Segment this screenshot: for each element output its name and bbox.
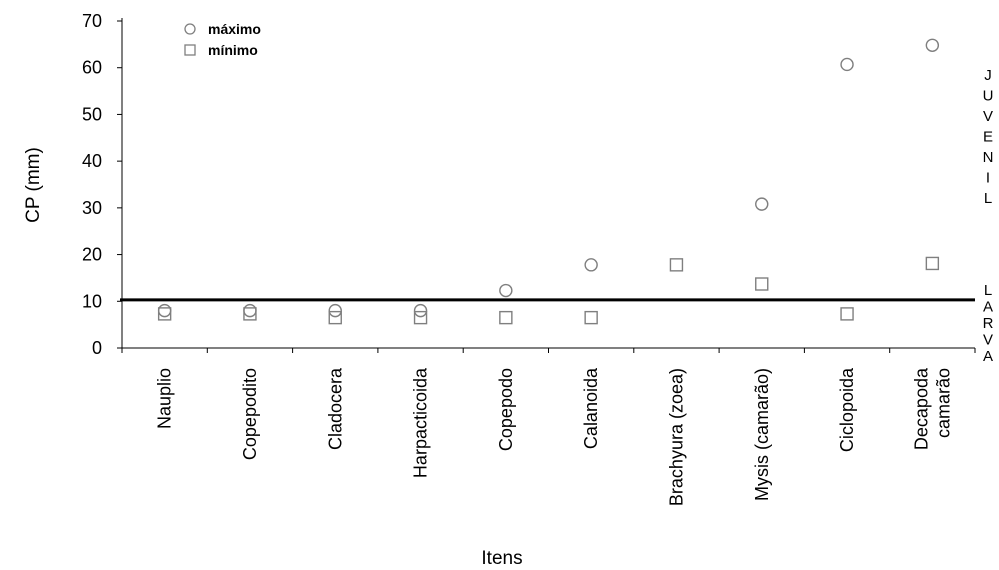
point-maximo (328, 303, 342, 318)
side-label-juvenil-letter: E (983, 129, 993, 146)
y-tick-label: 50 (82, 104, 102, 124)
y-tick-label: 30 (82, 198, 102, 218)
y-axis-title: CP (mm) (23, 147, 44, 223)
x-tick-label: camarão (933, 368, 953, 438)
x-tick-label: Brachyura (zoea) (666, 368, 686, 506)
legend-label: máximo (208, 21, 261, 37)
x-axis-title: Itens (481, 548, 522, 569)
side-label-juvenil-letter: U (983, 88, 994, 105)
point-minimo (755, 277, 769, 291)
y-tick-label: 10 (82, 291, 102, 311)
y-tick-label: 60 (82, 58, 102, 78)
y-tick-label: 70 (82, 11, 102, 31)
legend: máximo mínimo (184, 21, 261, 58)
point-minimo (243, 307, 257, 321)
x-tick-label: Ciclopoida (837, 367, 857, 452)
point-maximo (243, 303, 257, 318)
side-label-larva-letter: A (983, 348, 993, 365)
point-maximo (925, 38, 940, 52)
point-minimo (413, 310, 428, 325)
x-tick-labels: Nauplio Copepodito Cladocera Harpacticoida C… (155, 367, 954, 506)
point-minimo (328, 310, 342, 325)
side-label-juvenil-letter: L (984, 190, 992, 207)
side-label-juvenil-letter: N (983, 149, 994, 166)
point-maximo (499, 283, 513, 298)
side-label-larva-letter: A (983, 299, 993, 316)
x-axis (121, 347, 976, 353)
point-minimo (925, 256, 940, 271)
point-maximo (840, 57, 854, 72)
point-minimo (499, 310, 513, 325)
x-tick-label: Cladocera (325, 367, 345, 450)
side-label-juvenil-letter: I (986, 170, 990, 187)
point-maximo (755, 197, 769, 211)
side-label-larva-letter: L (984, 282, 992, 299)
y-axis (117, 18, 123, 349)
y-tick-label: 40 (82, 151, 102, 171)
legend-label: mínimo (208, 42, 258, 58)
x-tick-label: Copepodito (240, 368, 260, 460)
legend-marker-minimo (184, 44, 196, 56)
side-label-larva-letter: R (983, 315, 994, 332)
x-tick-label: Harpacticoida (411, 367, 431, 478)
x-tick-label: Decapoda (911, 367, 931, 450)
side-label-juvenil-letter: J (984, 67, 992, 84)
x-tick-label: Calanoida (581, 367, 601, 449)
side-label-larva-letter: V (983, 332, 993, 349)
point-maximo (413, 303, 428, 318)
point-maximo (157, 303, 172, 318)
point-maximo (584, 258, 598, 272)
side-label-juvenil-letter: V (983, 108, 993, 125)
x-tick-label: Nauplio (155, 368, 175, 429)
x-tick-label: Copepodo (496, 368, 516, 451)
y-tick-label: 20 (82, 245, 102, 265)
y-tick-labels: 0 10 20 30 40 50 60 70 (82, 11, 102, 358)
point-minimo (584, 310, 598, 325)
x-tick-label: Mysis (camarão) (752, 368, 772, 501)
y-tick-label: 0 (92, 338, 102, 358)
point-minimo (669, 258, 684, 272)
point-minimo (840, 307, 854, 321)
point-minimo (157, 307, 172, 321)
legend-marker-maximo (184, 23, 196, 35)
data-markers (157, 38, 940, 325)
